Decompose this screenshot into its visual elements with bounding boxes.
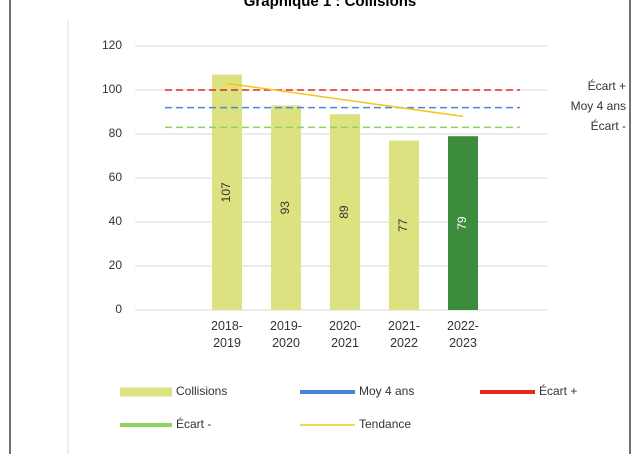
y-tick-label: 100 bbox=[102, 82, 122, 96]
value-label: 77 bbox=[396, 218, 410, 232]
y-tick-label: 20 bbox=[109, 258, 123, 272]
value-label: 89 bbox=[337, 205, 351, 219]
bar bbox=[389, 140, 419, 310]
y-tick-label: 80 bbox=[109, 126, 123, 140]
y-tick-label: 40 bbox=[109, 214, 123, 228]
value-label: 79 bbox=[455, 216, 469, 230]
bar bbox=[330, 114, 360, 310]
reference-label: Moy 4 ans bbox=[571, 99, 626, 113]
x-tick-label: 2020-2021 bbox=[329, 319, 361, 350]
bar bbox=[212, 74, 242, 310]
y-tick-label: 120 bbox=[102, 38, 122, 52]
reference-label: Écart - bbox=[591, 118, 626, 133]
y-tick-label: 0 bbox=[115, 302, 122, 316]
value-label: 107 bbox=[219, 182, 233, 202]
y-tick-label: 60 bbox=[109, 170, 123, 184]
reference-label: Écart + bbox=[588, 78, 626, 93]
x-tick-label: 2018-2019 bbox=[211, 319, 243, 350]
chart-title: Graphique 1 : Collisions bbox=[244, 0, 417, 10]
bar bbox=[448, 136, 478, 310]
x-tick-label: 2021-2022 bbox=[388, 319, 420, 350]
legend-label: Collisions bbox=[176, 384, 227, 398]
legend-label: Écart + bbox=[539, 383, 577, 398]
bar bbox=[271, 105, 301, 311]
trend-line bbox=[226, 82, 464, 118]
x-tick-label: 2019-2020 bbox=[270, 319, 302, 350]
x-tick-label: 2022-2023 bbox=[447, 319, 479, 350]
value-label: 93 bbox=[278, 201, 292, 215]
legend-label: Tendance bbox=[359, 417, 411, 431]
legend-label: Moy 4 ans bbox=[359, 384, 414, 398]
chart-border bbox=[9, 0, 631, 454]
legend-label: Écart - bbox=[176, 416, 211, 431]
